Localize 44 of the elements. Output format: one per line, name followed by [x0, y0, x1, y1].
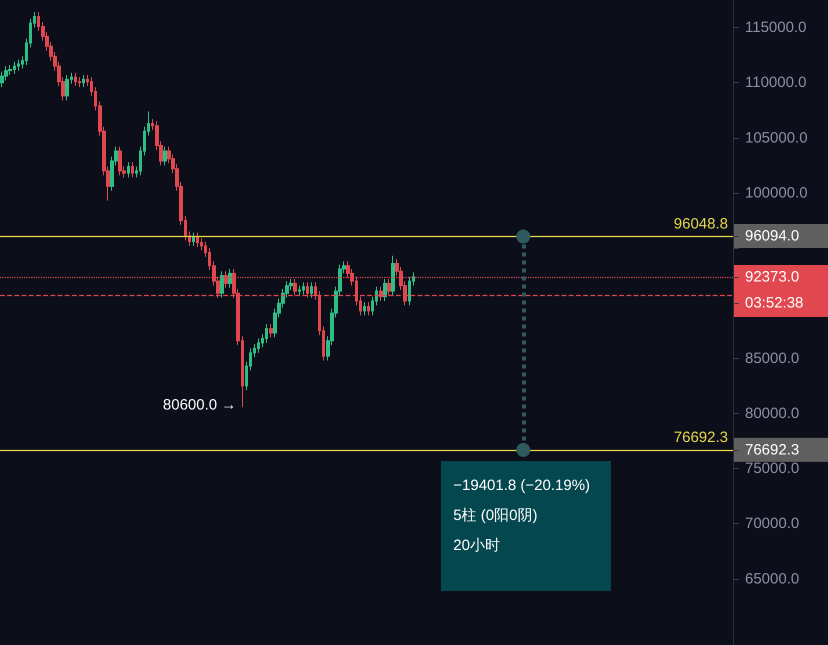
candlestick: [127, 162, 130, 178]
candlestick: [383, 278, 387, 302]
candlestick: [196, 232, 199, 248]
candlestick: [363, 302, 366, 316]
y-tick-label: 80000.0: [745, 404, 800, 422]
candlestick: [367, 302, 370, 316]
candlestick: [65, 74, 69, 101]
candlestick: [391, 255, 395, 296]
annotation: −19401.8 (−20.19%): [453, 476, 592, 496]
candlestick: [82, 74, 85, 88]
candlestick: [131, 162, 134, 178]
y-tick-label: 92373.0: [745, 268, 800, 286]
y-tick-label: 115000.0: [745, 19, 806, 36]
annotation: 5柱 (0阳0阴): [453, 506, 538, 526]
candlestick: [257, 338, 260, 354]
y-tick-label: 76692.3: [745, 441, 800, 458]
candlestick: [78, 76, 81, 88]
annotation: 20小时: [453, 536, 501, 556]
candlestick: [74, 72, 77, 86]
candlestick: [265, 324, 268, 344]
candlestick: [408, 276, 411, 306]
ref-line-label: 76692.3: [674, 428, 728, 446]
annotation: 80600.0 →: [162, 396, 236, 414]
y-tick-label: 100000.0: [745, 184, 808, 202]
candlestick: [269, 324, 273, 338]
text: 03:52:38: [745, 294, 804, 312]
candlestick: [298, 285, 301, 296]
y-tick-label: 70000.0: [745, 515, 800, 532]
candlestick: [118, 146, 122, 176]
candlestick: [302, 282, 305, 295]
candlestick: [220, 270, 224, 298]
y-tick-label: 96094.0: [745, 228, 800, 245]
ref-line-label: 96048.8: [674, 216, 728, 233]
y-tick-label: 65000.0: [745, 570, 800, 588]
y-tick-label: 105000.0: [745, 129, 808, 146]
y-tick-label: 75000.0: [745, 460, 800, 478]
y-tick-label: 110000.0: [745, 74, 806, 92]
y-tick-label: 85000.0: [745, 350, 800, 367]
candlestick: [310, 282, 313, 298]
candlestick: [163, 146, 167, 166]
candlestick: [228, 268, 232, 288]
info-panel: −19401.8 (−20.19%) 5柱 (0阳0阴) 20小时: [441, 460, 612, 591]
candlestick: [17, 59, 20, 72]
candlestick: [192, 232, 195, 246]
